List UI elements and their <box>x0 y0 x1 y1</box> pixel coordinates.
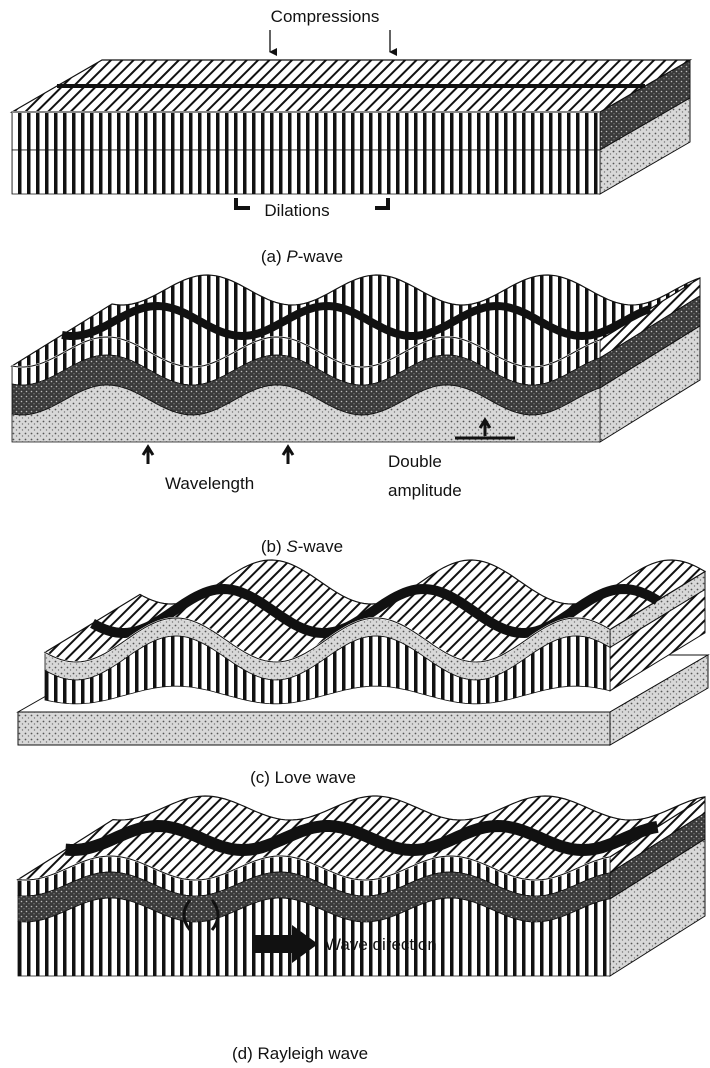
arrow <box>283 447 293 464</box>
front-face <box>12 150 600 194</box>
caption: (d) Rayleigh wave <box>232 1044 368 1063</box>
label: Double <box>388 452 442 471</box>
label: Compressions <box>271 7 380 26</box>
seismic-waves-diagram: Compressions Dilations (a) P-wave Wavele… <box>0 0 710 1068</box>
label: Wave direction <box>325 935 437 954</box>
base-slab-front <box>18 712 610 745</box>
arrow <box>143 447 153 464</box>
caption: (c) Love wave <box>250 768 356 787</box>
caption: (b) S-wave <box>261 537 343 556</box>
label: amplitude <box>388 481 462 500</box>
label: Dilations <box>264 201 329 220</box>
illustration <box>12 60 708 976</box>
front-face <box>12 112 600 150</box>
arrow <box>236 198 250 208</box>
arrow <box>375 198 388 208</box>
label: Wavelength <box>165 474 254 493</box>
caption: (a) P-wave <box>261 247 343 266</box>
